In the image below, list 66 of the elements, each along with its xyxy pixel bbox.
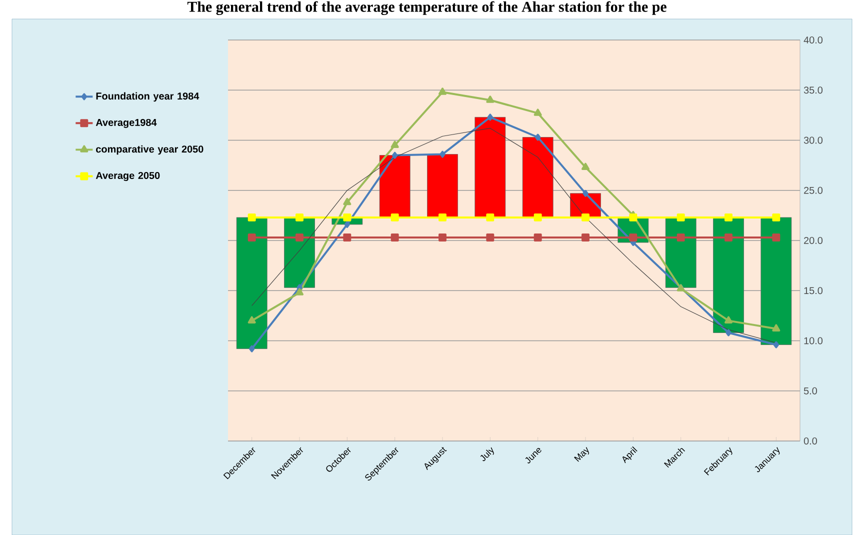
legend-label: comparative year 2050 <box>96 145 204 155</box>
y-tick-label: 35.0 <box>804 86 823 94</box>
point <box>724 316 733 324</box>
point <box>486 234 494 242</box>
point <box>582 190 588 197</box>
y-tick-label: 5.0 <box>804 387 817 394</box>
point <box>772 324 780 332</box>
point <box>438 234 446 242</box>
point <box>582 234 590 242</box>
point <box>390 140 399 148</box>
point <box>440 150 446 158</box>
point <box>582 213 590 222</box>
point <box>392 152 398 159</box>
point <box>438 213 446 222</box>
point <box>676 213 685 222</box>
chart-title: The general trend of the average temperature of the Ahar station for the pe <box>187 1 666 16</box>
legend-label: Foundation year 1984 <box>96 92 200 102</box>
point <box>343 198 352 206</box>
point <box>390 234 399 242</box>
point <box>773 341 780 348</box>
point <box>390 213 399 222</box>
bar <box>379 155 410 218</box>
point <box>248 316 256 324</box>
point <box>343 213 352 222</box>
bar <box>427 154 458 218</box>
y-tick-label: 30.0 <box>804 136 823 144</box>
point <box>726 329 732 336</box>
point <box>629 213 638 222</box>
bar <box>236 217 268 349</box>
point <box>486 213 494 222</box>
y-tick-label: 20.0 <box>804 236 823 244</box>
point <box>724 213 732 222</box>
point <box>772 213 780 222</box>
point <box>248 345 255 352</box>
point <box>296 213 304 222</box>
point <box>486 96 494 103</box>
point <box>296 234 304 242</box>
point <box>487 114 494 121</box>
x-tick-label: May <box>574 447 590 462</box>
y-tick-label: 40.0 <box>804 36 823 44</box>
point <box>724 234 732 242</box>
y-tick-label: 0.0 <box>804 437 817 445</box>
bar <box>760 217 792 345</box>
point <box>534 134 541 141</box>
bar <box>474 116 506 218</box>
point <box>248 213 256 222</box>
x-tick-label: July <box>480 447 494 462</box>
point <box>534 213 542 222</box>
point <box>629 234 638 242</box>
point <box>534 234 542 242</box>
y-tick-label: 25.0 <box>804 186 823 194</box>
point <box>534 108 542 116</box>
point <box>343 234 352 242</box>
point <box>581 162 590 170</box>
point <box>248 234 256 242</box>
legend-label: Average 2050 <box>96 172 160 182</box>
point <box>676 234 685 242</box>
point <box>295 288 304 296</box>
bar <box>522 137 554 218</box>
point <box>772 234 780 242</box>
y-tick-label: 10.0 <box>804 337 823 344</box>
legend-label: Average1984 <box>96 118 157 128</box>
bar <box>713 217 744 333</box>
point <box>344 220 350 228</box>
y-tick-label: 15.0 <box>804 287 823 294</box>
point <box>438 88 447 95</box>
